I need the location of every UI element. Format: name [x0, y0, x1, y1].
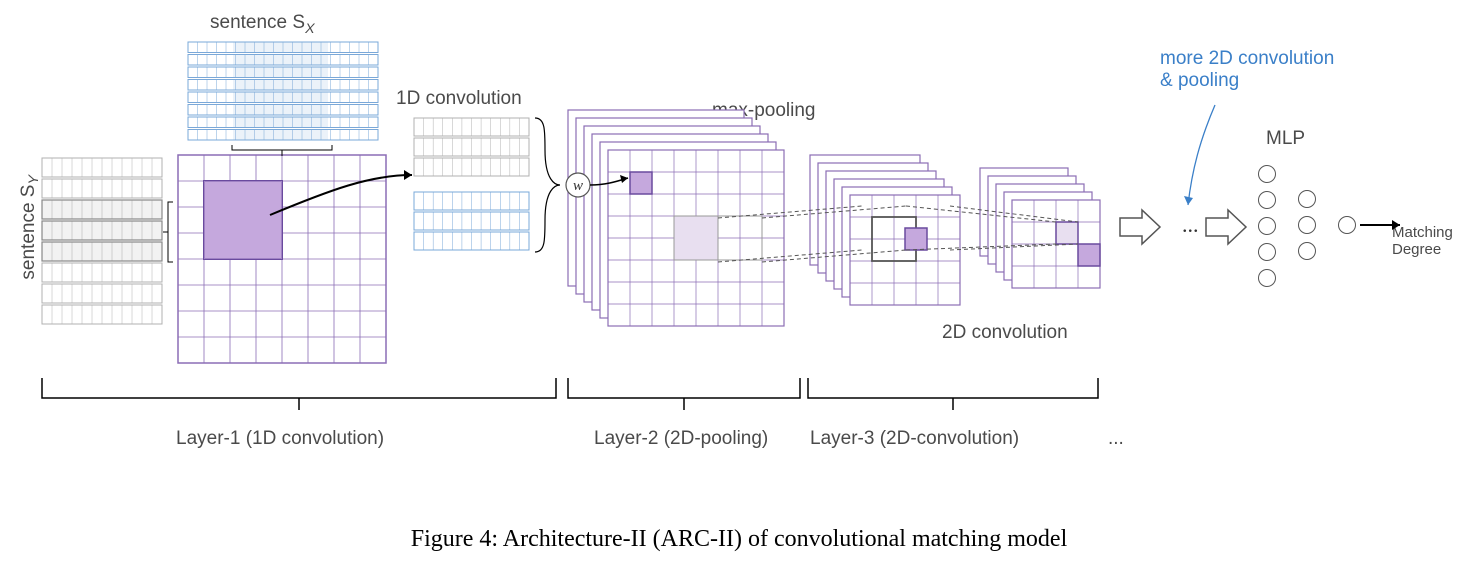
label-layer1: Layer-1 (1D convolution): [176, 428, 384, 450]
label-layer2: Layer-2 (2D-pooling): [594, 428, 768, 450]
label-mlp: MLP: [1266, 128, 1305, 150]
label-ellipsis-bottom: ...: [1108, 428, 1124, 450]
match-grid: [178, 155, 386, 363]
svg-text:...: ...: [1182, 212, 1199, 237]
label-matching-degree: Matching Degree: [1392, 224, 1453, 258]
layer4-stack: [980, 168, 1100, 288]
label-sentence-sx: sentence SX: [210, 12, 315, 37]
conv1d-gray: [414, 118, 529, 176]
label-1d-conv: 1D convolution: [396, 88, 522, 110]
sy-grid: [42, 158, 162, 324]
label-2d-conv: 2D convolution: [942, 322, 1068, 344]
label-sentence-sy: sentence SY: [18, 175, 42, 280]
big-arrow-2: [1206, 210, 1246, 244]
figure-caption: Figure 4: Architecture-II (ARC-II) of co…: [0, 526, 1478, 553]
label-maxpool: max-pooling: [712, 100, 816, 122]
big-arrow-1: [1120, 210, 1160, 244]
layer3-stack: [810, 155, 960, 305]
layer2-stack: [568, 110, 784, 326]
svg-text:w: w: [573, 178, 583, 194]
label-more-2d: more 2D convolution & pooling: [1160, 48, 1334, 92]
conv1d-blue: [414, 192, 529, 250]
sx-grid: [188, 42, 378, 140]
label-layer3: Layer-3 (2D-convolution): [810, 428, 1019, 450]
